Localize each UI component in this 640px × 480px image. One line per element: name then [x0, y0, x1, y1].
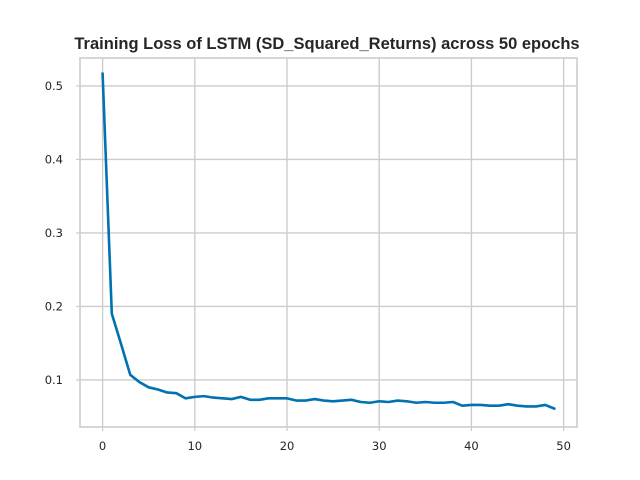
series-line-training-loss [101, 72, 556, 410]
x-tick-label: 40 [464, 439, 479, 453]
y-tick-label: 0.4 [45, 152, 63, 166]
plot-area-frame [79, 57, 578, 428]
y-tick-label: 0.2 [45, 299, 63, 313]
axis-ticks: 0 10 20 30 40 50 0.1 0.2 0.3 0.4 0.5 [45, 79, 571, 453]
x-tick-label: 0 [99, 439, 106, 453]
x-tick-label: 10 [187, 439, 202, 453]
grid [80, 58, 577, 427]
y-tick-label: 0.1 [45, 373, 63, 387]
chart-title: Training Loss of LSTM (SD_Squared_Return… [74, 35, 579, 53]
x-tick-label: 50 [556, 439, 571, 453]
x-tick-label: 30 [372, 439, 387, 453]
x-tick-label: 20 [280, 439, 295, 453]
y-tick-label: 0.5 [45, 79, 63, 93]
y-tick-label: 0.3 [45, 226, 63, 240]
